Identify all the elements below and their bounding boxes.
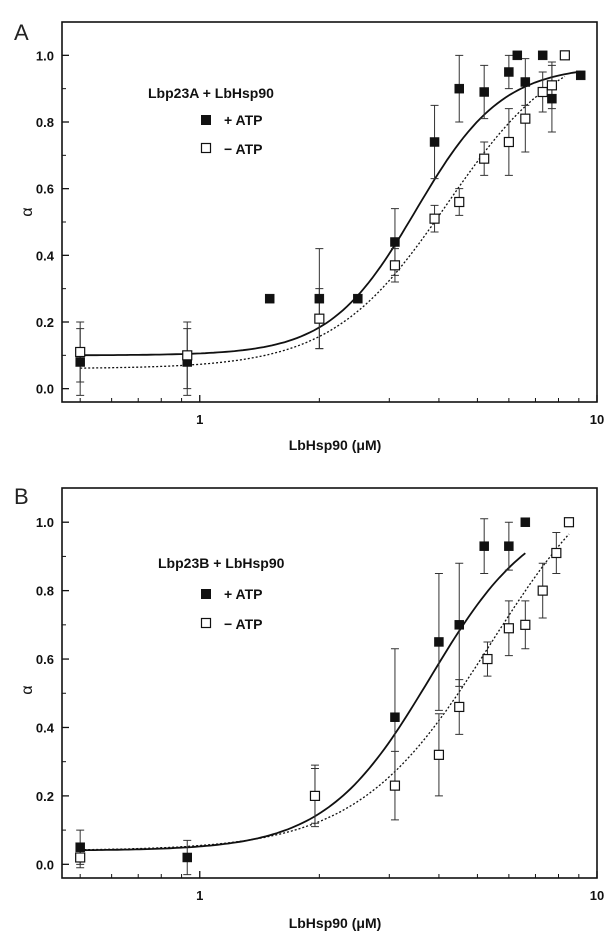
data-point-series-0 [479, 541, 489, 551]
y-tick-label: 0.8 [36, 115, 54, 130]
y-tick-label: 1.0 [36, 48, 54, 63]
data-points [75, 517, 575, 863]
panel-label: A [14, 20, 29, 45]
data-point-series-1 [389, 780, 401, 791]
data-point-series-0 [390, 237, 400, 247]
data-point-series-0 [520, 517, 531, 527]
data-point-series-1 [559, 50, 570, 61]
data-point-series-1 [551, 547, 562, 559]
data-point-series-1 [433, 749, 445, 760]
y-tick-label: 0.4 [36, 720, 55, 735]
error-bars [76, 518, 561, 876]
data-point-series-0 [537, 50, 548, 61]
data-point-series-1 [537, 86, 548, 98]
y-tick-label: 0.6 [36, 182, 54, 197]
x-tick-label: 10 [590, 412, 604, 427]
panel-label: B [14, 484, 29, 509]
data-point-series-0 [547, 93, 557, 104]
data-point-series-0 [479, 87, 489, 97]
legend-label-plus-atp: + ATP [224, 586, 263, 602]
x-tick-label: 1 [196, 888, 203, 903]
data-point-series-0 [454, 83, 464, 94]
y-tick-label: 0.0 [36, 382, 54, 397]
data-point-series-1 [520, 619, 531, 630]
y-tick-label: 1.0 [36, 515, 54, 530]
data-point-series-0 [575, 70, 586, 81]
fit-curve-series-1 [80, 75, 566, 369]
data-points [75, 50, 586, 367]
data-point-series-0 [264, 293, 275, 304]
data-point-series-1 [482, 653, 493, 665]
fit-curves [80, 533, 570, 852]
legend-marker-filled [201, 115, 211, 125]
panel-a: A 0.0 0.2 0.4 0.6 0.8 1.0 1 10 Lbp23A + LbHsp90… [14, 20, 604, 453]
y-tick-label: 0.6 [36, 652, 54, 667]
data-point-series-0 [182, 852, 192, 863]
legend-marker-open [200, 617, 212, 629]
data-point-series-1 [454, 196, 465, 208]
x-axis-label: LbHsp90 (μM) [289, 437, 382, 453]
y-tick-label: 0.4 [36, 248, 55, 263]
data-point-series-1 [503, 136, 514, 148]
legend-title: Lbp23B + LbHsp90 [158, 555, 285, 571]
data-point-series-1 [389, 260, 401, 271]
data-point-series-1 [563, 517, 575, 528]
y-axis-label: α [19, 685, 36, 694]
data-point-series-1 [479, 153, 490, 164]
data-point-series-0 [75, 842, 85, 852]
data-point-series-0 [454, 620, 464, 630]
legend-marker-filled [201, 589, 211, 599]
axes: 0.0 0.2 0.4 0.6 0.8 1.0 1 10 [36, 48, 604, 427]
data-point-series-0 [314, 293, 325, 304]
data-point-series-1 [314, 313, 325, 324]
data-point-series-1 [454, 701, 465, 713]
plot-frame [61, 21, 598, 403]
y-axis-label: α [19, 207, 36, 216]
data-point-series-1 [75, 852, 86, 863]
fit-curve-series-0 [80, 552, 526, 852]
legend-title: Lbp23A + LbHsp90 [148, 85, 274, 101]
legend-marker-open [200, 142, 212, 154]
data-point-series-1 [182, 350, 193, 361]
legend-label-minus-atp: − ATP [224, 141, 263, 157]
data-point-series-0 [434, 637, 444, 647]
y-tick-label: 0.2 [36, 789, 54, 804]
legend-label-plus-atp: + ATP [224, 112, 263, 128]
data-point-series-0 [504, 541, 514, 551]
data-point-series-1 [537, 585, 548, 596]
fit-curves [80, 70, 581, 369]
data-point-series-0 [75, 357, 85, 367]
y-tick-label: 0.0 [36, 857, 54, 872]
axes: 0.0 0.2 0.4 0.6 0.8 1.0 1 10 [36, 515, 604, 903]
error-bars [76, 54, 556, 396]
plot-frame [61, 487, 598, 879]
y-tick-label: 0.8 [36, 584, 54, 599]
fit-curve-series-1 [80, 533, 570, 851]
data-point-series-0 [390, 712, 400, 722]
data-point-series-1 [309, 790, 321, 801]
data-point-series-1 [520, 113, 531, 124]
x-tick-label: 10 [590, 888, 604, 903]
data-point-series-0 [512, 50, 523, 61]
data-point-series-0 [429, 137, 440, 147]
data-point-series-0 [520, 77, 531, 87]
data-point-series-1 [503, 623, 514, 634]
data-point-series-1 [429, 213, 440, 224]
data-point-series-0 [353, 293, 363, 304]
x-tick-label: 1 [196, 412, 203, 427]
data-point-series-0 [504, 67, 514, 77]
data-point-series-1 [546, 80, 558, 91]
panel-b: B 0.0 0.2 0.4 0.6 0.8 1.0 1 10 Lbp23B + LbHsp90… [14, 484, 604, 931]
x-axis-label: LbHsp90 (μM) [289, 915, 382, 931]
y-tick-label: 0.2 [36, 315, 54, 330]
fit-curve-series-0 [80, 70, 581, 357]
legend-label-minus-atp: − ATP [224, 616, 263, 632]
data-point-series-1 [75, 346, 86, 358]
